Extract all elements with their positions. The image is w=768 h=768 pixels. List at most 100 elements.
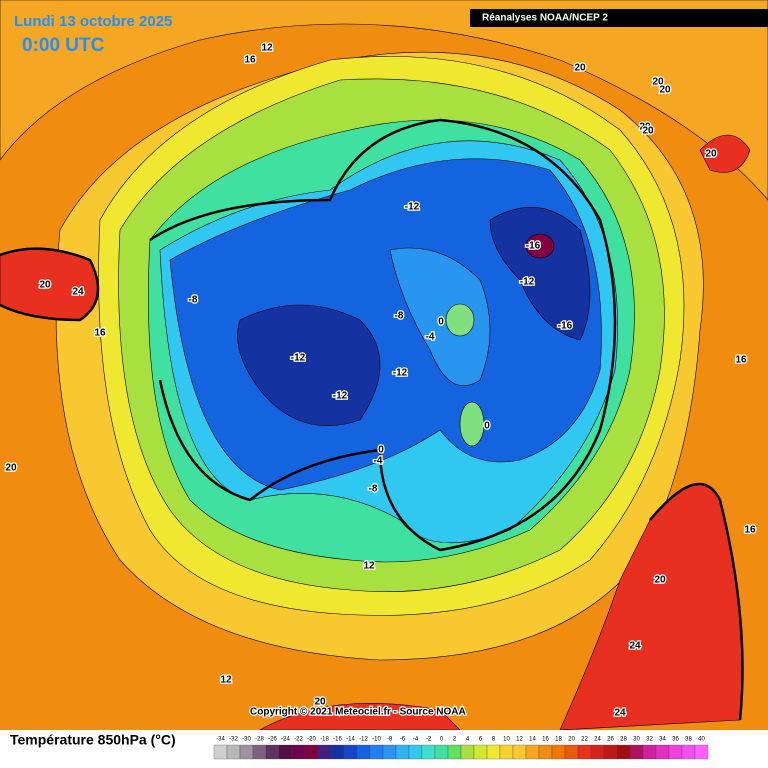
- contour-label: 20: [39, 280, 51, 291]
- contour-label: -12: [393, 368, 408, 379]
- copyright: Copyright © 2021 Meteociel.fr - Source N…: [250, 707, 466, 718]
- contour-label: 16: [244, 55, 256, 66]
- scale-swatch: [356, 744, 371, 760]
- scale-label: 22: [581, 737, 588, 743]
- contour-label: 16: [735, 355, 747, 366]
- contour-label: -8: [395, 311, 404, 322]
- scale-label: 30: [633, 737, 640, 743]
- contour-label: -4: [374, 456, 383, 467]
- scale-label: 18: [555, 737, 562, 743]
- scale-swatch: [629, 744, 644, 760]
- scale-swatch: [369, 744, 384, 760]
- scale-swatch: [265, 744, 280, 760]
- contour-label: -4: [426, 332, 435, 343]
- scale-label: -2: [426, 737, 432, 743]
- contour-label: -16: [526, 241, 541, 252]
- scale-swatch: [655, 744, 670, 760]
- scale-swatch: [551, 744, 566, 760]
- scale-label: -22: [294, 737, 303, 743]
- scale-label: 24: [594, 737, 601, 743]
- scale-label: 12: [516, 737, 523, 743]
- scale-swatch: [291, 744, 306, 760]
- contour-label: 24: [72, 287, 84, 298]
- scale-swatch: [590, 744, 605, 760]
- scale-label: 38: [685, 737, 692, 743]
- contour-label: 16: [744, 525, 756, 536]
- scale-swatch: [395, 744, 410, 760]
- scale-label: -34: [216, 737, 225, 743]
- scale-label: -32: [229, 737, 238, 743]
- scale-label: -14: [346, 737, 355, 743]
- contour-label: 12: [220, 675, 232, 686]
- contour-label: 20: [5, 463, 17, 474]
- scale-swatch: [252, 744, 267, 760]
- contour-label: 20: [642, 126, 654, 137]
- contour-label: 0: [378, 445, 384, 456]
- scale-swatch: [343, 744, 358, 760]
- source-box: [470, 9, 768, 27]
- scale-swatch: [460, 744, 475, 760]
- scale-swatch: [538, 744, 553, 760]
- contour-label: 12: [261, 43, 273, 54]
- scale-label: -30: [242, 737, 251, 743]
- scale-label: -12: [359, 737, 368, 743]
- map-title: Lundi 13 octobre 2025: [14, 13, 172, 30]
- scale-swatch: [694, 744, 709, 760]
- scale-label: -8: [387, 737, 393, 743]
- scale-label: -26: [268, 737, 277, 743]
- scale-swatch: [278, 744, 293, 760]
- scale-label: 26: [607, 737, 614, 743]
- scale-swatch: [213, 744, 228, 760]
- contour-label: -12: [333, 391, 348, 402]
- scale-swatch: [447, 744, 462, 760]
- scale-label: -24: [281, 737, 290, 743]
- scale-swatch: [408, 744, 423, 760]
- contour-label: -8: [189, 295, 198, 306]
- scale-swatch: [304, 744, 319, 760]
- contour-label: 20: [314, 697, 326, 708]
- contour-label: 20: [705, 149, 717, 160]
- scale-label: 40: [698, 737, 705, 743]
- contour-label: 0: [484, 421, 490, 432]
- scale-label: 34: [659, 737, 666, 743]
- scale-swatch: [681, 744, 696, 760]
- scale-swatch: [577, 744, 592, 760]
- scale-swatch: [564, 744, 579, 760]
- scale-label: -20: [307, 737, 316, 743]
- scale-swatch: [486, 744, 501, 760]
- color-scale: -34 -32 -30 -28 -26 -24 -22 -20 -18 -16 -14 -12 -10-…: [213, 737, 709, 760]
- scale-swatch: [239, 744, 254, 760]
- contour-labels: 1216202020202020202416-8-12-16-12-16-80-…: [4, 41, 757, 720]
- scale-label: 4: [466, 737, 470, 743]
- scale-label: -28: [255, 737, 264, 743]
- scale-label: -10: [372, 737, 381, 743]
- scale-label: -18: [320, 737, 329, 743]
- scale-label: -16: [333, 737, 342, 743]
- contour-label: 20: [654, 575, 666, 586]
- scale-label: 6: [479, 737, 483, 743]
- scale-swatch: [317, 744, 332, 760]
- contour-label: 20: [652, 77, 664, 88]
- contour-label: 24: [614, 708, 626, 719]
- scale-label: 2: [453, 737, 457, 743]
- contour-label: 12: [363, 561, 375, 572]
- scale-swatch: [512, 744, 527, 760]
- scale-label: 28: [620, 737, 627, 743]
- scale-label: 16: [542, 737, 549, 743]
- contour-label: 16: [94, 328, 106, 339]
- contour-label: 20: [639, 122, 651, 133]
- contour-label: -12: [520, 277, 535, 288]
- scale-swatch: [434, 744, 449, 760]
- scale-label: 0: [440, 737, 444, 743]
- legend-title: Température 850hPa (°C): [10, 732, 176, 748]
- scale-label: 32: [646, 737, 653, 743]
- map-time: 0:00 UTC: [22, 35, 105, 56]
- source-label: Réanalyses NOAA/NCEP 2: [482, 13, 608, 24]
- scale-label: 14: [529, 737, 536, 743]
- scale-swatch: [525, 744, 540, 760]
- scale-swatch: [473, 744, 488, 760]
- scale-label: 10: [503, 737, 510, 743]
- contour-label: -16: [558, 321, 573, 332]
- scale-label: 36: [672, 737, 679, 743]
